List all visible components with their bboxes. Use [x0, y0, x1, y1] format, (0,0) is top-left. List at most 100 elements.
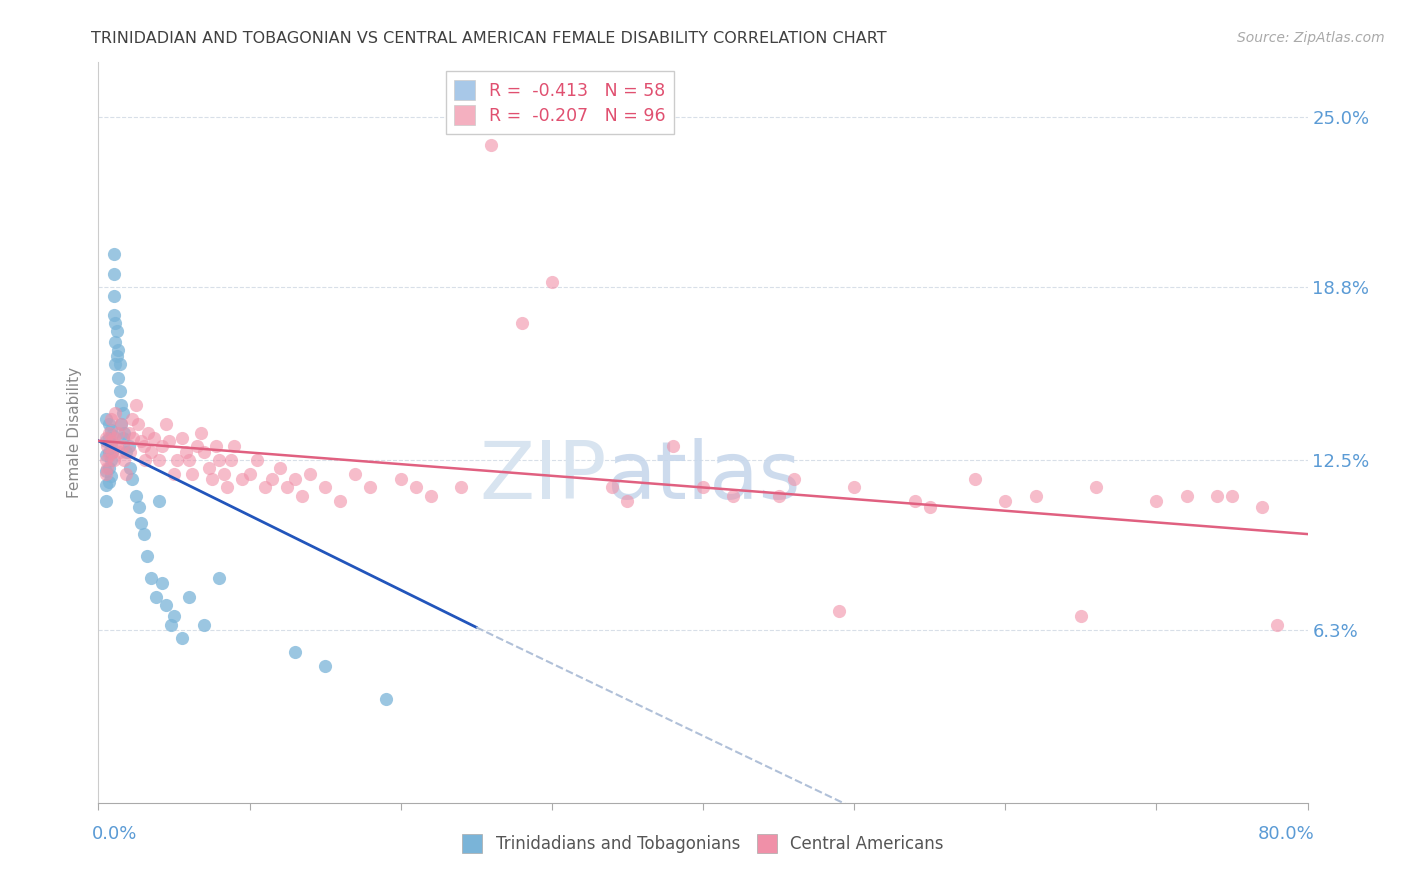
Point [114, 467, 136, 481]
Point [125, 398, 148, 412]
Text: 80.0%: 80.0% [1258, 825, 1315, 843]
Point [262, 472, 284, 486]
Point [103, 247, 125, 261]
Point [904, 494, 927, 508]
Point [114, 445, 136, 459]
Point [208, 571, 231, 585]
Point [661, 439, 683, 453]
Point [239, 467, 262, 481]
Point [994, 494, 1017, 508]
Point [374, 691, 396, 706]
Point [101, 445, 124, 459]
Point [616, 494, 638, 508]
Point [101, 428, 124, 442]
Point [104, 406, 127, 420]
Point [94, 477, 117, 491]
Point [510, 316, 533, 330]
Point [121, 472, 143, 486]
Point [828, 604, 851, 618]
Point [121, 412, 143, 426]
Point [405, 480, 427, 494]
Point [100, 412, 122, 426]
Point [98, 475, 121, 489]
Point [111, 406, 134, 420]
Point [98, 445, 121, 459]
Point [723, 489, 745, 503]
Point [174, 445, 197, 459]
Point [1206, 489, 1229, 503]
Point [166, 453, 188, 467]
Point [132, 527, 155, 541]
Point [132, 439, 155, 453]
Point [94, 494, 117, 508]
Point [179, 453, 201, 467]
Point [96, 439, 118, 453]
Point [193, 617, 215, 632]
Point [98, 425, 121, 440]
Point [145, 590, 167, 604]
Point [783, 472, 806, 486]
Point [105, 324, 128, 338]
Point [118, 425, 141, 440]
Point [103, 431, 125, 445]
Point [104, 357, 127, 371]
Point [197, 461, 219, 475]
Point [212, 467, 235, 481]
Point [107, 425, 129, 440]
Point [94, 434, 117, 448]
Point [111, 431, 134, 445]
Point [96, 461, 118, 475]
Point [269, 461, 291, 475]
Point [692, 480, 714, 494]
Point [136, 425, 159, 440]
Point [193, 445, 215, 459]
Point [284, 645, 307, 659]
Point [1220, 489, 1243, 503]
Point [299, 467, 322, 481]
Point [98, 417, 121, 432]
Point [112, 425, 135, 440]
Point [170, 632, 193, 646]
Point [100, 453, 122, 467]
Point [201, 472, 224, 486]
Point [160, 617, 183, 632]
Point [1024, 489, 1046, 503]
Point [108, 357, 131, 371]
Point [101, 445, 124, 459]
Point [181, 467, 204, 481]
Text: 0.0%: 0.0% [91, 825, 136, 843]
Point [208, 453, 231, 467]
Point [389, 472, 412, 486]
Point [112, 453, 135, 467]
Point [150, 439, 173, 453]
Point [100, 436, 122, 450]
Point [420, 489, 443, 503]
Point [103, 267, 125, 281]
Text: ZIP: ZIP [479, 438, 606, 516]
Point [186, 439, 208, 453]
Point [103, 453, 125, 467]
Point [190, 425, 212, 440]
Point [105, 439, 128, 453]
Y-axis label: Female Disability: Female Disability [67, 367, 83, 499]
Point [148, 453, 170, 467]
Point [143, 431, 166, 445]
Point [155, 599, 177, 613]
Point [246, 453, 269, 467]
Point [965, 472, 987, 486]
Point [481, 137, 503, 152]
Point [1144, 494, 1167, 508]
Point [163, 609, 186, 624]
Point [120, 445, 142, 459]
Point [450, 480, 472, 494]
Point [205, 439, 228, 453]
Point [134, 453, 156, 467]
Point [125, 489, 148, 503]
Text: Source: ZipAtlas.com: Source: ZipAtlas.com [1237, 31, 1385, 45]
Point [108, 384, 131, 399]
Point [179, 590, 201, 604]
Point [284, 472, 307, 486]
Point [276, 480, 298, 494]
Point [94, 448, 117, 462]
Point [129, 434, 152, 448]
